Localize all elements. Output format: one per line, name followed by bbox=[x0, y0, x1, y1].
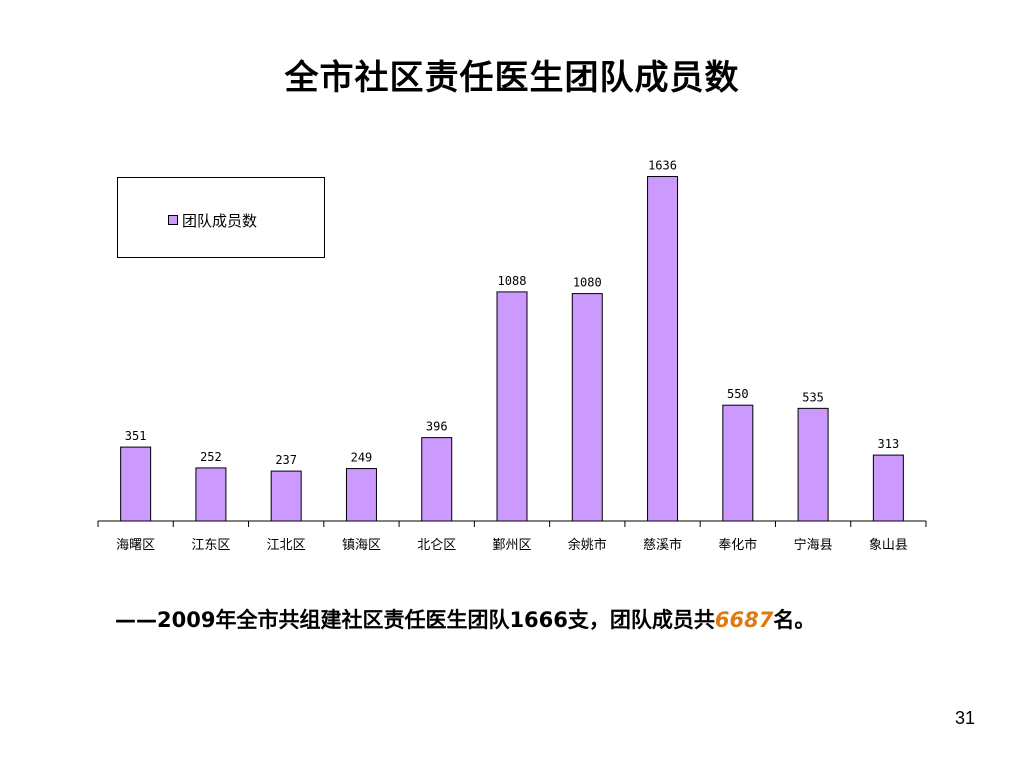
x-tick-label: 江东区 bbox=[191, 538, 230, 553]
bar bbox=[872, 454, 904, 522]
bar-value-label: 535 bbox=[802, 390, 824, 404]
bar bbox=[345, 468, 377, 522]
x-tick-label: 象山县 bbox=[869, 538, 908, 553]
bar bbox=[647, 176, 679, 522]
summary-suffix: 名。 bbox=[773, 608, 816, 632]
bar bbox=[195, 467, 227, 522]
page-number: 31 bbox=[954, 708, 975, 728]
bar-value-label: 550 bbox=[727, 387, 749, 401]
bar bbox=[571, 293, 603, 522]
bar bbox=[120, 446, 152, 522]
summary-prefix: ——2009年全市共组建社区责任医生团队1666支，团队成员共 bbox=[115, 608, 715, 632]
bar bbox=[270, 470, 302, 522]
x-tick-label: 海曙区 bbox=[116, 538, 155, 553]
bar-value-label: 249 bbox=[351, 451, 373, 465]
bar-value-label: 252 bbox=[200, 450, 222, 464]
x-tick-label: 北仑区 bbox=[417, 538, 456, 553]
x-tick-label: 江北区 bbox=[267, 538, 306, 553]
x-tick-label: 镇海区 bbox=[342, 538, 381, 553]
bar-value-label: 396 bbox=[426, 420, 448, 434]
bar-value-label: 1080 bbox=[573, 276, 602, 290]
summary-highlight: 6687 bbox=[714, 608, 774, 632]
chart-title: 全市社区责任医生团队成员数 bbox=[284, 58, 740, 98]
x-tick-label: 慈溪市 bbox=[643, 537, 682, 553]
x-tick-label: 鄞州区 bbox=[492, 538, 531, 553]
x-tick-label: 宁海县 bbox=[794, 537, 833, 553]
bar-value-label: 313 bbox=[878, 437, 900, 451]
bar-value-label: 351 bbox=[125, 429, 147, 443]
bar bbox=[797, 407, 829, 522]
bar-value-label: 1636 bbox=[648, 159, 677, 173]
bar-value-label: 237 bbox=[275, 453, 297, 467]
legend-swatch bbox=[168, 215, 178, 225]
bar bbox=[496, 291, 528, 522]
chart-legend: 团队成员数 bbox=[117, 177, 325, 258]
x-tick-label: 余姚市 bbox=[568, 537, 607, 553]
bar bbox=[722, 404, 754, 522]
bar-value-label: 1088 bbox=[498, 274, 527, 288]
summary-text: ——2009年全市共组建社区责任医生团队1666支，团队成员共6687名。 bbox=[115, 604, 815, 634]
x-tick-label: 奉化市 bbox=[718, 537, 757, 553]
bar-chart: 351 海曙区 252 江东区 237 江北区 249 镇海区 396 北仑区 1088 鄞州区 108… bbox=[97, 159, 927, 553]
legend-label: 团队成员数 bbox=[182, 212, 258, 230]
bar bbox=[421, 437, 453, 522]
